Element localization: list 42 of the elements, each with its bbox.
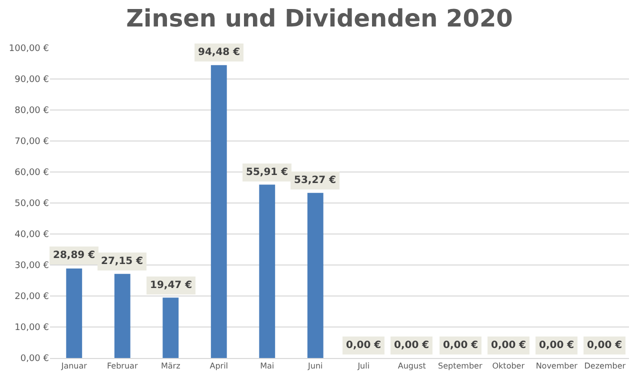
- y-tick-label: 10,00 €: [14, 323, 50, 334]
- bar: [66, 268, 82, 358]
- data-label: 53,27 €: [294, 175, 336, 186]
- y-tick-label: 50,00 €: [14, 199, 50, 210]
- data-label: 0,00 €: [491, 340, 526, 351]
- y-tick-label: 80,00 €: [14, 106, 50, 116]
- x-tick-label: Februar: [107, 362, 138, 371]
- x-tick-label: September: [438, 362, 483, 371]
- data-label: 0,00 €: [443, 340, 478, 351]
- x-tick-label: April: [210, 362, 228, 371]
- bar: [210, 65, 227, 358]
- y-tick-label: 30,00 €: [14, 261, 50, 272]
- data-label: 0,00 €: [346, 340, 382, 351]
- data-label: 28,89 €: [53, 250, 96, 261]
- y-tick-label: 100,00 €: [8, 44, 50, 54]
- data-label: 0,00 €: [394, 340, 430, 351]
- y-tick-label: 70,00 €: [14, 137, 50, 148]
- y-tick-label: 90,00 €: [14, 75, 50, 86]
- x-tick-label: März: [160, 362, 180, 371]
- x-tick-label: August: [398, 362, 426, 371]
- y-tick-label: 20,00 €: [14, 292, 50, 302]
- data-label: 94,48 €: [198, 47, 240, 58]
- x-tick-label: Oktober: [492, 362, 526, 371]
- bar: [114, 274, 130, 358]
- data-label: 0,00 €: [539, 340, 574, 351]
- data-label: 55,91 €: [246, 167, 288, 178]
- y-tick-label: 60,00 €: [14, 168, 50, 178]
- x-tick-label: Mai: [260, 362, 274, 371]
- bar: [307, 192, 324, 358]
- bar: [162, 298, 179, 358]
- x-tick-label: Januar: [60, 362, 88, 371]
- data-label: 27,15 €: [101, 256, 144, 267]
- bar: [259, 184, 276, 358]
- x-tick-label: Juli: [356, 362, 370, 371]
- data-label: 19,47 €: [150, 280, 192, 291]
- data-label: 0,00 €: [587, 340, 622, 351]
- x-tick-label: November: [536, 362, 578, 371]
- x-tick-label: Dezember: [584, 362, 626, 371]
- y-tick-label: 40,00 €: [14, 230, 50, 240]
- y-tick-label: 0,00 €: [20, 354, 50, 364]
- x-tick-label: Juni: [307, 362, 323, 371]
- chart-title: Zinsen und Dividenden 2020: [126, 4, 513, 32]
